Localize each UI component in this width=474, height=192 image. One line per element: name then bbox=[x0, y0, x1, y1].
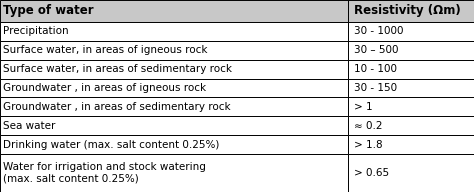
Text: ≈ 0.2: ≈ 0.2 bbox=[354, 121, 383, 131]
Bar bbox=[0, 97, 348, 116]
Text: Drinking water (max. salt content 0.25%): Drinking water (max. salt content 0.25%) bbox=[3, 140, 219, 150]
Text: Sea water: Sea water bbox=[3, 121, 55, 131]
Bar bbox=[348, 97, 474, 116]
Text: 30 - 1000: 30 - 1000 bbox=[354, 26, 403, 36]
Bar bbox=[348, 60, 474, 79]
Bar bbox=[348, 79, 474, 97]
Bar bbox=[0, 79, 348, 97]
Bar bbox=[348, 154, 474, 192]
Text: Surface water, in areas of igneous rock: Surface water, in areas of igneous rock bbox=[3, 45, 208, 55]
Text: > 1: > 1 bbox=[354, 102, 373, 112]
Bar bbox=[348, 116, 474, 135]
Bar bbox=[348, 0, 474, 22]
Text: 10 - 100: 10 - 100 bbox=[354, 64, 397, 74]
Text: Groundwater , in areas of sedimentary rock: Groundwater , in areas of sedimentary ro… bbox=[3, 102, 231, 112]
Text: Surface water, in areas of sedimentary rock: Surface water, in areas of sedimentary r… bbox=[3, 64, 232, 74]
Text: Water for irrigation and stock watering
(max. salt content 0.25%): Water for irrigation and stock watering … bbox=[3, 162, 206, 184]
Bar bbox=[0, 116, 348, 135]
Text: 30 - 150: 30 - 150 bbox=[354, 83, 397, 93]
Bar bbox=[348, 135, 474, 154]
Text: Resistivity (Ωm): Resistivity (Ωm) bbox=[354, 4, 461, 17]
Bar bbox=[0, 60, 348, 79]
Bar bbox=[0, 154, 348, 192]
Text: Type of water: Type of water bbox=[3, 4, 94, 17]
Bar bbox=[0, 22, 348, 41]
Bar bbox=[348, 41, 474, 60]
Text: 30 – 500: 30 – 500 bbox=[354, 45, 399, 55]
Text: > 1.8: > 1.8 bbox=[354, 140, 383, 150]
Text: > 0.65: > 0.65 bbox=[354, 168, 389, 178]
Bar bbox=[348, 22, 474, 41]
Bar bbox=[0, 41, 348, 60]
Bar bbox=[0, 0, 348, 22]
Text: Precipitation: Precipitation bbox=[3, 26, 69, 36]
Text: Groundwater , in areas of igneous rock: Groundwater , in areas of igneous rock bbox=[3, 83, 207, 93]
Bar bbox=[0, 135, 348, 154]
